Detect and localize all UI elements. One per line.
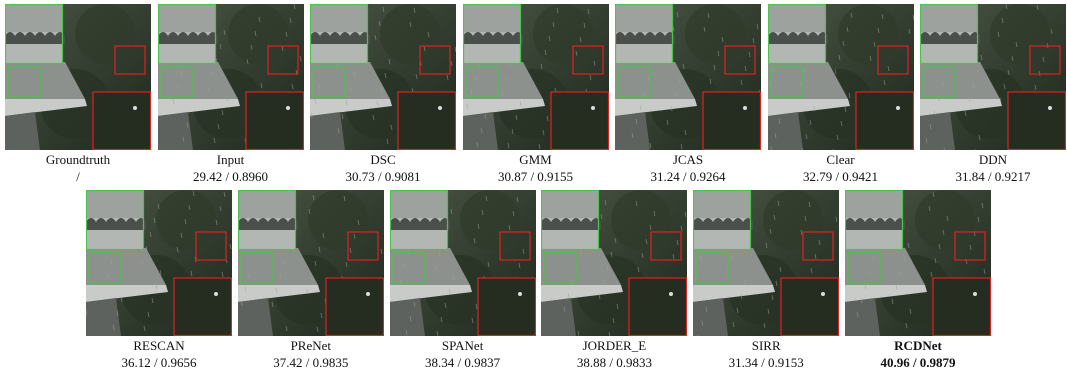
method-name: DSC [310,151,456,168]
result-image [310,4,456,150]
result-image [158,4,304,150]
method-score: 38.88 / 0.9833 [541,354,687,371]
method-name: JCAS [615,151,761,168]
caption: Groundtruth/ [5,151,151,185]
method-score: 38.34 / 0.9837 [390,354,536,371]
method-score: 29.42 / 0.8960 [158,168,304,185]
method-name: DDN [920,151,1066,168]
method-score: 30.87 / 0.9155 [463,168,609,185]
method-score: 31.34 / 0.9153 [693,354,839,371]
method-name: Clear [768,151,914,168]
result-image [86,190,232,336]
result-image [5,4,151,150]
result-image [615,4,761,150]
result-image [920,4,1066,150]
method-score: 36.12 / 0.9656 [86,354,232,371]
method-name: PReNet [238,337,384,354]
method-name: RCDNet [845,337,991,354]
method-name: Input [158,151,304,168]
method-name: JORDER_E [541,337,687,354]
result-image [845,190,991,336]
method-score: 37.42 / 0.9835 [238,354,384,371]
panel: Groundtruth/ [5,4,151,185]
method-score: / [5,168,151,185]
method-score: 31.24 / 0.9264 [615,168,761,185]
figure: Groundtruth/ Input29.42 / 0.8960 [0,0,1067,373]
method-score: 30.73 / 0.9081 [310,168,456,185]
result-image [693,190,839,336]
result-image [541,190,687,336]
method-name: GMM [463,151,609,168]
method-name: SIRR [693,337,839,354]
result-image [390,190,536,336]
method-score: 40.96 / 0.9879 [845,354,991,371]
method-score: 31.84 / 0.9217 [920,168,1066,185]
method-name: SPANet [390,337,536,354]
result-image [768,4,914,150]
method-name: Groundtruth [5,151,151,168]
method-name: RESCAN [86,337,232,354]
result-image [463,4,609,150]
result-image [238,190,384,336]
method-score: 32.79 / 0.9421 [768,168,914,185]
